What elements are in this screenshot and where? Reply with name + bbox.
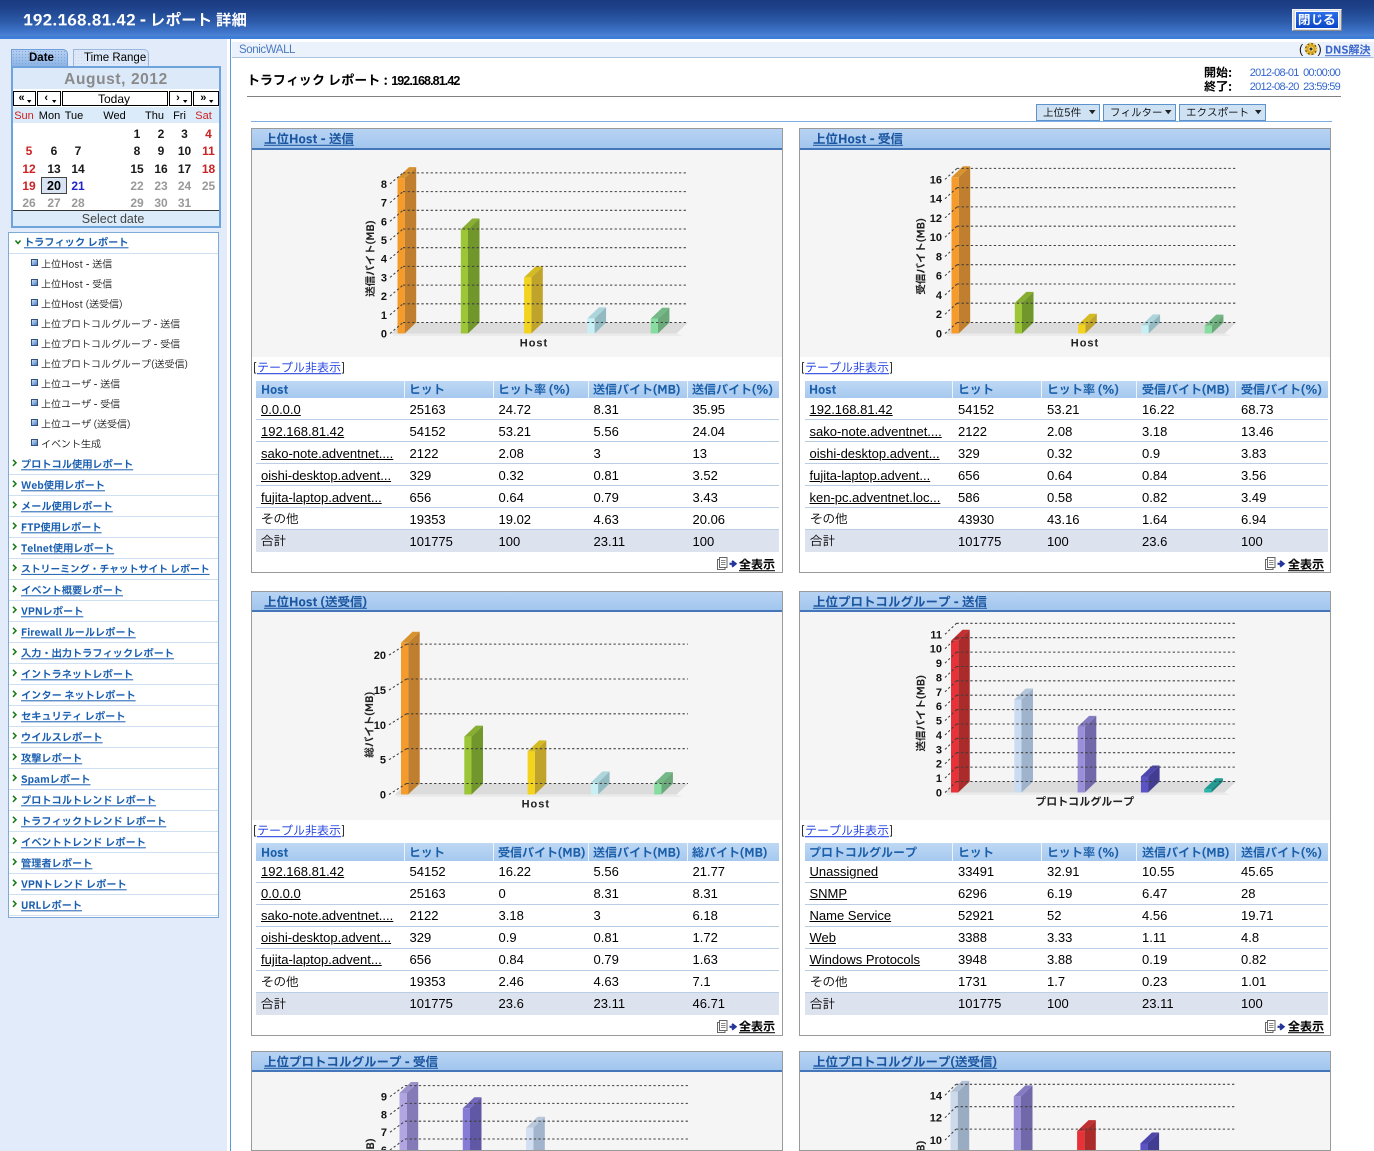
svg-text:1: 1 [380,309,386,321]
svg-text:7: 7 [380,197,386,209]
svg-text:1: 1 [936,773,942,785]
svg-text:3: 3 [936,744,942,756]
svg-text:5: 5 [936,716,942,728]
svg-text:2: 2 [936,309,942,321]
svg-text:5: 5 [380,235,386,247]
svg-text:20: 20 [373,650,385,662]
svg-text:4: 4 [380,253,387,265]
svg-text:12: 12 [930,212,942,224]
svg-text:10: 10 [930,644,942,656]
svg-text:5: 5 [379,755,385,767]
svg-text:2: 2 [380,291,386,303]
svg-text:): ) [1318,43,1322,57]
svg-text:0: 0 [380,328,386,340]
svg-text:9: 9 [936,658,942,670]
svg-text:10: 10 [373,720,385,732]
svg-text:6: 6 [380,1145,386,1151]
svg-text:7: 7 [936,687,942,699]
svg-text:12: 12 [930,1113,942,1125]
svg-text:4: 4 [936,290,943,302]
svg-text:8: 8 [936,251,942,263]
svg-text:Host: Host [521,799,549,811]
svg-text:6: 6 [380,216,386,228]
svg-text:9: 9 [380,1092,386,1104]
svg-text:2: 2 [936,759,942,771]
svg-text:8: 8 [936,673,942,685]
svg-text:8: 8 [380,1109,386,1121]
svg-text:14: 14 [930,193,943,205]
svg-text:10: 10 [930,232,942,244]
svg-text:16: 16 [930,174,942,186]
svg-text:6: 6 [936,270,942,282]
svg-text:Host: Host [1071,337,1099,349]
svg-text:3: 3 [380,272,386,284]
svg-text:6: 6 [936,701,942,713]
svg-text:4: 4 [936,730,943,742]
svg-text:Host: Host [519,337,547,349]
svg-text:(: ( [1299,43,1304,57]
svg-text:8: 8 [380,178,386,190]
svg-text:11: 11 [930,629,942,641]
svg-text:15: 15 [373,685,385,697]
svg-text:0: 0 [379,790,385,802]
svg-text:14: 14 [930,1090,943,1102]
svg-text:0: 0 [936,788,942,800]
svg-text:7: 7 [380,1127,386,1139]
svg-text:0: 0 [936,328,942,340]
svg-text:10: 10 [930,1135,942,1147]
